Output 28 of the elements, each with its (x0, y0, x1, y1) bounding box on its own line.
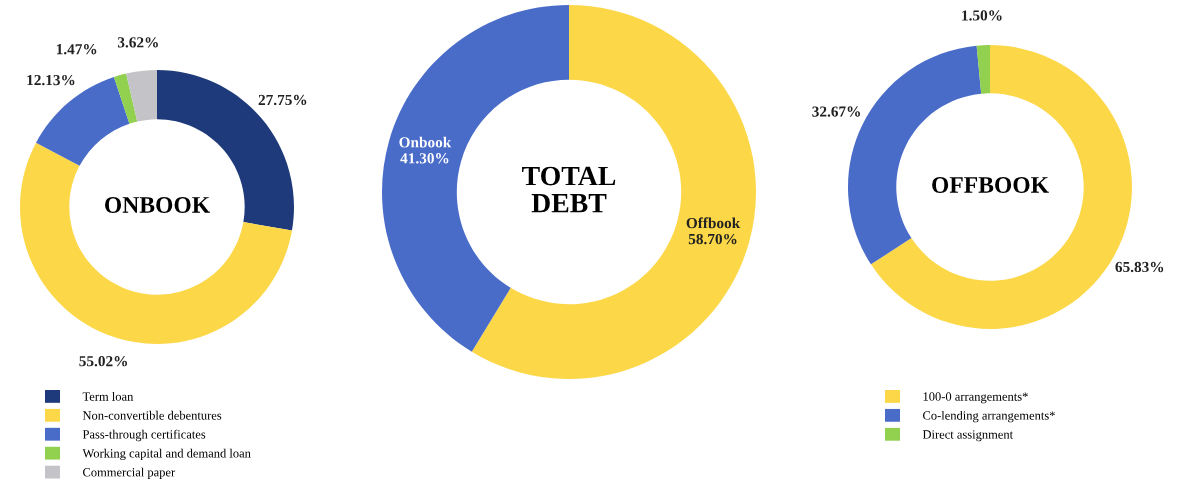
legend-label: Term loan (82, 391, 134, 401)
data-label: 3.62% (117, 37, 158, 48)
slice-label: Offbook (686, 217, 741, 229)
slice-label: Onbook (399, 136, 452, 148)
legend-label: Pass-through certificates (82, 429, 206, 442)
data-label: 58.70% (688, 233, 737, 245)
donut-slice (113, 73, 138, 124)
data-label: 55.02% (79, 356, 127, 367)
donut-slice (471, 5, 756, 379)
donut-slice (126, 70, 157, 122)
donut-slice (20, 142, 292, 344)
legend-label: Direct assignment (922, 430, 1014, 442)
data-label: 32.67% (812, 106, 860, 117)
legend-label: Co-lending arrangements* (923, 410, 1055, 423)
legend-label: Commercial paper (83, 467, 176, 480)
legend-label: Non-convertible debentures (82, 410, 222, 420)
data-label: 1.50% (962, 10, 1002, 21)
legend-label: Working capital and demand loan (82, 448, 251, 461)
legend-label: 100-0 arrangements* (923, 392, 1028, 404)
data-label: 65.83% (1115, 261, 1164, 273)
data-label: 27.75% (258, 94, 307, 106)
text: TOTAL DEBT (522, 166, 616, 213)
text: ONBOOK (105, 197, 210, 213)
data-label: 41.30% (400, 153, 449, 164)
data-label: 1.47% (56, 44, 97, 55)
data-label: 12.13% (27, 74, 75, 86)
donut-slice (976, 45, 990, 94)
text: OFFBOOK (932, 177, 1049, 193)
